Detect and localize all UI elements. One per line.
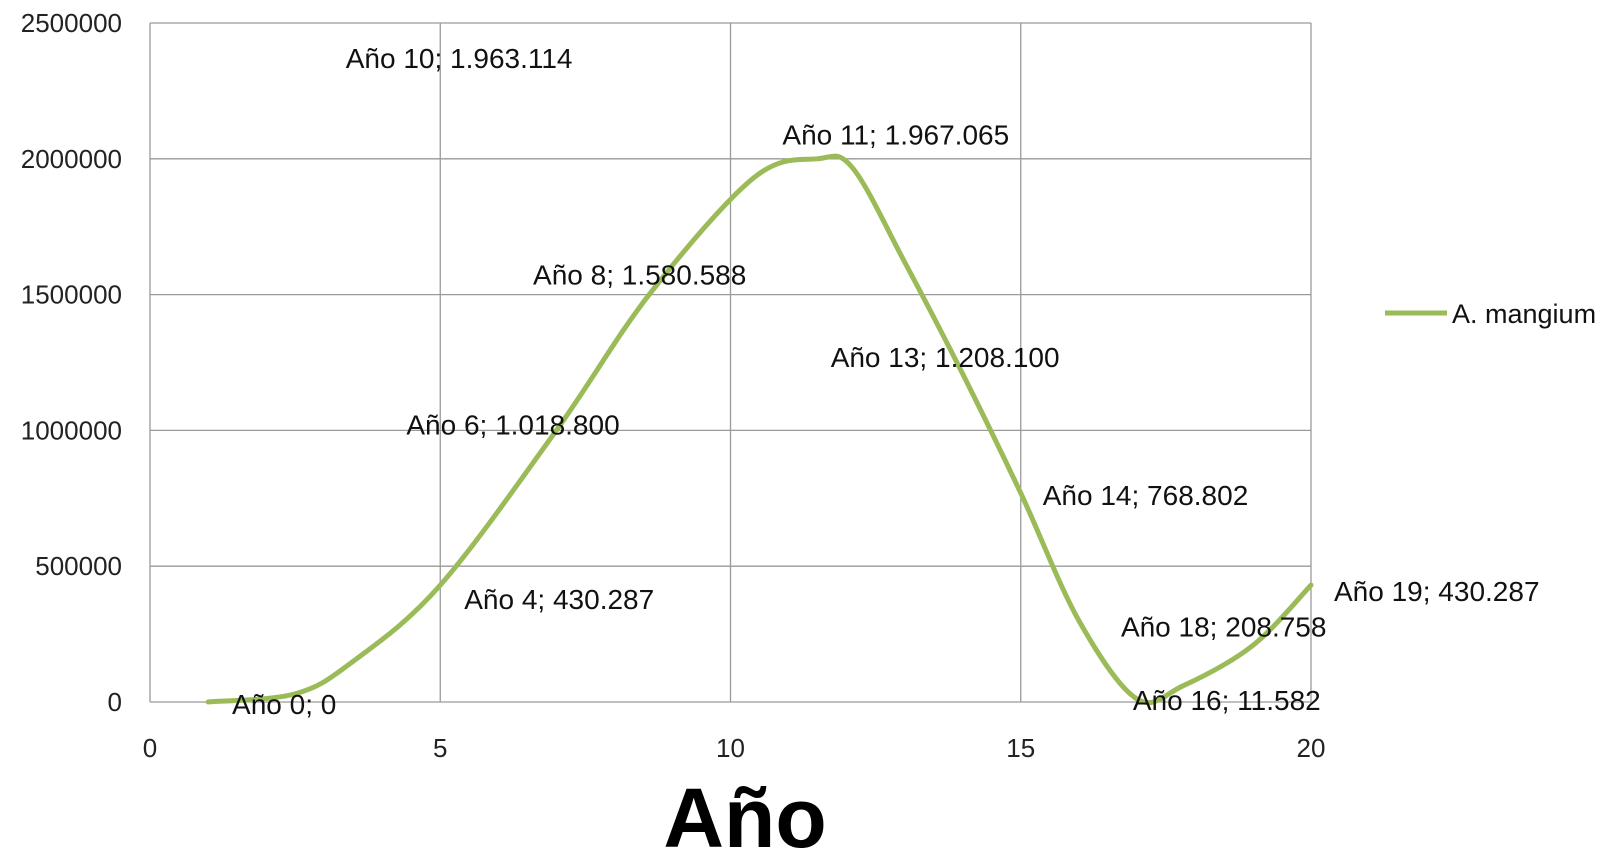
data-label: Año 19; 430.287 [1334, 576, 1540, 607]
data-label: Año 13; 1.208.100 [831, 342, 1060, 373]
data-label: Año 16; 11.582 [1133, 685, 1321, 716]
x-tick-label: 5 [433, 733, 447, 763]
x-tick-label: 15 [1006, 733, 1035, 763]
series-line-a-mangium [205, 153, 1314, 706]
legend: A. mangium [1385, 299, 1596, 329]
x-tick-label: 10 [716, 733, 745, 763]
y-tick-label: 500000 [35, 551, 122, 581]
y-tick-label: 1000000 [21, 415, 122, 445]
data-label: Año 10; 1.963.114 [346, 43, 573, 74]
legend-label: A. mangium [1452, 299, 1596, 329]
y-tick-label: 0 [108, 687, 122, 717]
x-tick-label: 0 [143, 733, 157, 763]
x-tick-label: 20 [1297, 733, 1326, 763]
gridlines [149, 22, 1312, 703]
data-labels: Año 0; 0 Año 4; 430.287 Año 6; 1.018.800 Añ… [232, 43, 1539, 720]
data-label: Año 18; 208.758 [1121, 611, 1327, 642]
data-label: Año 4; 430.287 [464, 584, 654, 615]
x-axis-title: Año [663, 771, 826, 857]
data-label: Año 0; 0 [232, 689, 336, 720]
y-tick-label: 1500000 [21, 280, 122, 310]
y-tick-label: 2000000 [21, 144, 122, 174]
y-axis-ticks: 0 500000 1000000 1500000 2000000 2500000 [21, 8, 122, 717]
data-label: Año 11; 1.967.065 [782, 120, 1009, 151]
data-label: Año 8; 1.580.588 [533, 260, 746, 291]
x-axis-ticks: 0 5 10 15 20 [143, 733, 1326, 763]
y-tick-label: 2500000 [21, 8, 122, 38]
data-label: Año 6; 1.018.800 [406, 409, 619, 440]
data-label: Año 14; 768.802 [1043, 480, 1249, 511]
